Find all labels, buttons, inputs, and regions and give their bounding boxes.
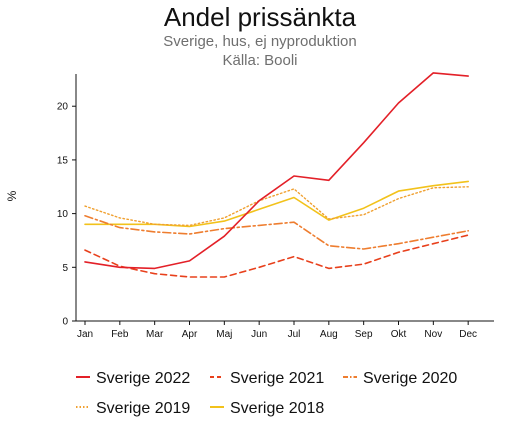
legend-label: Sverige 2019	[96, 400, 190, 417]
x-tick-label: Sep	[355, 329, 373, 340]
legend-label: Sverige 2018	[230, 400, 324, 417]
x-tick-label: Jan	[77, 329, 93, 340]
legend-label: Sverige 2021	[230, 370, 324, 387]
series-line-sverige-2021	[84, 234, 470, 278]
x-tick-label: Maj	[216, 329, 232, 340]
legend: Sverige 2022 Sverige 2021 Sverige 2020 Sver…	[76, 370, 457, 417]
x-tick-label: Jul	[288, 329, 301, 340]
series-line-sverige-2022	[84, 72, 470, 270]
y-tick-label: 20	[57, 102, 69, 113]
x-tick-label: Mar	[146, 329, 164, 340]
y-tick-label: 0	[62, 317, 68, 328]
series-line-sverige-2019	[84, 186, 469, 227]
x-tick-label: Apr	[182, 329, 198, 340]
axes: 0 5 10 15 20 Jan Feb Mar Apr Maj Jun Jul Aug Sep Okt No…	[57, 74, 494, 340]
x-tick-label: Jun	[251, 329, 267, 340]
y-axis-label: %	[5, 190, 19, 201]
x-tick-label: Dec	[459, 329, 477, 340]
x-tick-label: Okt	[391, 329, 407, 340]
series-line-sverige-2020	[84, 215, 470, 250]
y-tick-label: 15	[57, 155, 69, 166]
series-line-sverige-2018	[84, 180, 470, 228]
y-tick-label: 10	[57, 209, 69, 220]
y-tick-label: 5	[62, 263, 68, 274]
chart-title: Andel prissänkta	[164, 2, 357, 32]
x-tick-label: Feb	[111, 329, 129, 340]
x-tick-label: Nov	[424, 329, 442, 340]
legend-label: Sverige 2022	[96, 370, 190, 387]
chart-source: Källa: Booli	[222, 52, 297, 69]
legend-label: Sverige 2020	[363, 370, 457, 387]
series-lines	[84, 72, 470, 278]
x-tick-label: Aug	[320, 329, 338, 340]
chart-subtitle: Sverige, hus, ej nyproduktion	[163, 33, 356, 50]
